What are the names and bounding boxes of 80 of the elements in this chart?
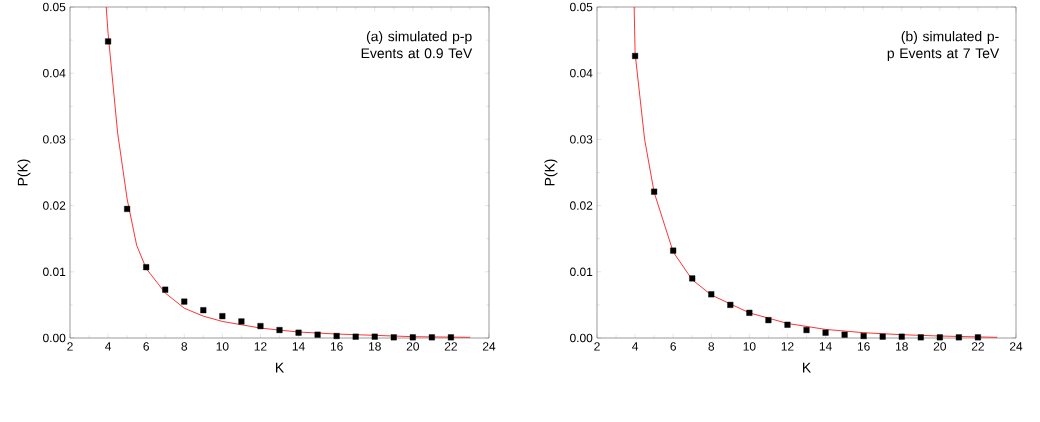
- point: [917, 334, 924, 341]
- x-tick-label: 24: [482, 342, 496, 351]
- point: [746, 309, 753, 316]
- point: [162, 286, 169, 293]
- y-tick-label: 0.00: [570, 333, 593, 343]
- point: [276, 327, 283, 334]
- x-tick-label: 18: [368, 342, 381, 351]
- point: [295, 329, 302, 336]
- point: [428, 334, 435, 341]
- point: [689, 275, 696, 282]
- y-tick-label: 0.01: [570, 267, 593, 277]
- point: [955, 334, 962, 341]
- point: [841, 331, 848, 338]
- point: [651, 188, 658, 195]
- x-tick-label: 4: [105, 342, 112, 351]
- point: [314, 331, 321, 338]
- point: [860, 333, 867, 340]
- x-tick-label: 20: [933, 342, 947, 351]
- x-tick-label: 22: [444, 342, 457, 351]
- x-tick-label: 6: [143, 342, 149, 351]
- x-tick-label: 10: [216, 342, 229, 351]
- y-tick-label: 0.04: [570, 68, 593, 78]
- y-tick-label: 0.02: [570, 201, 593, 210]
- y-tick-label: 0.03: [43, 135, 66, 144]
- y-axis-title: P(K): [544, 159, 558, 186]
- x-tick-label: 4: [632, 342, 639, 351]
- x-tick-label: 20: [406, 342, 420, 351]
- x-tick-label: 18: [895, 342, 908, 351]
- x-tick-label: 14: [292, 342, 305, 351]
- point: [670, 247, 677, 254]
- point: [143, 264, 150, 271]
- point: [727, 301, 734, 308]
- point: [257, 323, 264, 330]
- x-tick-label: 8: [181, 342, 188, 351]
- x-tick-label: 2: [67, 342, 73, 351]
- x-axis-title: K: [275, 362, 285, 373]
- point: [708, 291, 715, 298]
- x-tick-label: 24: [1009, 342, 1023, 351]
- point: [181, 298, 188, 305]
- point: [238, 318, 245, 325]
- y-tick-label: 0.04: [43, 68, 66, 78]
- point: [333, 333, 340, 340]
- y-tick-label: 0.05: [570, 2, 593, 12]
- y-tick-label: 0.00: [43, 333, 66, 343]
- point: [390, 334, 397, 341]
- point: [765, 317, 772, 324]
- x-tick-label: 2: [594, 342, 600, 351]
- y-tick-label: 0.05: [43, 2, 66, 12]
- point: [632, 52, 639, 59]
- y-tick-label: 0.02: [43, 201, 66, 210]
- point: [974, 334, 981, 341]
- point: [409, 334, 416, 341]
- point: [371, 333, 378, 340]
- x-tick-label: 12: [781, 342, 794, 351]
- point: [352, 333, 359, 340]
- point: [105, 38, 112, 45]
- y-tick-label: 0.03: [570, 135, 593, 144]
- point: [219, 313, 226, 320]
- x-tick-label: 10: [743, 342, 756, 351]
- x-tick-label: 12: [254, 342, 267, 351]
- point: [447, 334, 454, 341]
- point: [822, 329, 829, 336]
- x-tick-label: 8: [708, 342, 715, 351]
- point: [936, 334, 943, 341]
- x-tick-label: 6: [670, 342, 676, 351]
- annotation: (b) simulated p-p Events at 7 TeV: [887, 31, 1000, 61]
- x-tick-label: 22: [971, 342, 984, 351]
- x-tick-label: 14: [819, 342, 832, 351]
- point: [803, 327, 810, 334]
- y-axis-title: P(K): [17, 159, 31, 186]
- point: [200, 307, 207, 314]
- x-tick-label: 16: [330, 342, 343, 351]
- point: [784, 321, 791, 328]
- point: [124, 205, 131, 212]
- y-tick-label: 0.01: [43, 267, 66, 277]
- point: [879, 333, 886, 340]
- point: [898, 333, 905, 340]
- x-axis-title: K: [803, 362, 812, 373]
- x-tick-label: 16: [857, 342, 870, 351]
- annotation: (a) simulated p-p Events at 0.9 TeV: [361, 31, 473, 59]
